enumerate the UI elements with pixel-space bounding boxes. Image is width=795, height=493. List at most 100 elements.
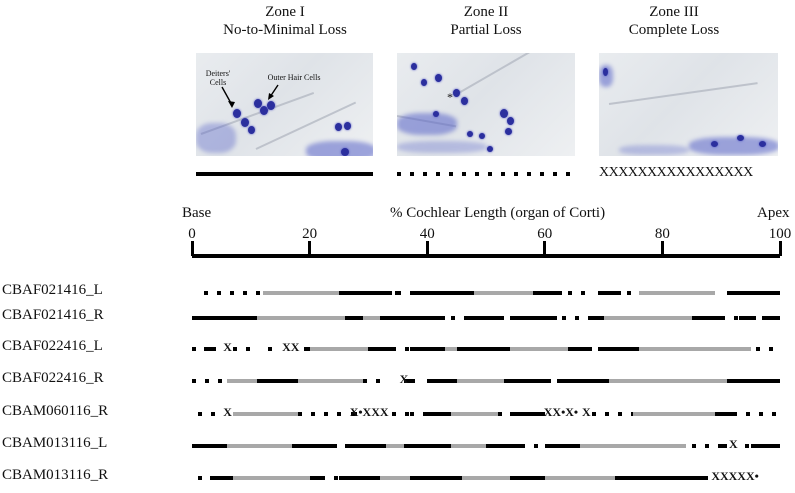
sample-label: CBAM013116_L [2, 435, 108, 451]
axis-tick-label: 40 [419, 226, 435, 242]
zone-2-segment [256, 316, 345, 320]
zone-2-dot [497, 412, 502, 416]
zone-1-segment [394, 291, 401, 295]
deiters-cells-label: Deiters' Cells [205, 69, 231, 87]
zone-2-dot [691, 444, 696, 448]
zone-1-title: Zone I No-to-Minimal Loss [185, 3, 385, 39]
zone-1-segment [762, 316, 780, 320]
zone-2-dot [297, 412, 302, 416]
legend-dot [397, 172, 401, 176]
zone-2-dot [362, 379, 367, 383]
zone-2-dot [391, 412, 396, 416]
sample-track: X X•XXX XX•X• X [192, 406, 780, 418]
zone-2-title: Zone II Partial Loss [386, 3, 586, 39]
zone-2-segment [297, 379, 363, 383]
zone-1-segment [503, 379, 551, 383]
legend-dot [436, 172, 440, 176]
zone-3-marker: X [399, 372, 409, 386]
zone-1-segment [403, 444, 451, 448]
zone-1-segment [509, 476, 545, 480]
zone-2-dot [268, 347, 273, 351]
zone-2-dot [197, 476, 202, 480]
zone-1-segment [509, 316, 557, 320]
legend-dot [527, 172, 531, 176]
zone-2-dot [336, 412, 341, 416]
sample-label: CBAF022416_R [2, 370, 104, 386]
zone-2-dot [604, 412, 609, 416]
sample-track [192, 316, 780, 320]
zone-2-dot [630, 412, 635, 416]
zone-2-dot [591, 412, 596, 416]
zone-2-dot [521, 444, 526, 448]
zone-2-dot [321, 476, 326, 480]
legend-dot [501, 172, 505, 176]
zone-3-marker: X•XXX [349, 405, 389, 419]
zone-2-segment [386, 444, 404, 448]
zone-2-dot [534, 444, 539, 448]
axis-tick [778, 241, 782, 256]
sample-track: X [192, 373, 780, 385]
zone-2-dot [404, 347, 409, 351]
zone-1-segment [556, 379, 610, 383]
sample-track [192, 291, 780, 295]
zone-2-subtitle: Partial Loss [450, 22, 522, 38]
zone-2-segment [609, 379, 728, 383]
axis-line [192, 254, 780, 258]
zone-2-segment [462, 476, 510, 480]
zone-3-subtitle: Complete Loss [628, 22, 720, 38]
legend-dot [475, 172, 479, 176]
zone-3-title: Zone III Complete Loss [574, 3, 774, 39]
zone-2-dot [242, 291, 247, 295]
axis-tick-label: 0 [188, 226, 196, 242]
zone-2-name: Zone II [463, 4, 509, 20]
axis-tick [425, 241, 429, 256]
zone-1-segment [727, 379, 780, 383]
zone-1-segment [727, 291, 780, 295]
zone-1-segment [309, 476, 322, 480]
zone-3-marker: X [728, 437, 738, 451]
zone-1-segment [409, 291, 475, 295]
zone-3-marker: XX•X• [543, 405, 579, 419]
zone-2-dot [216, 291, 221, 295]
zone-2-dot [703, 476, 708, 480]
zone-1-segment [533, 291, 563, 295]
axis-base-label: Base [182, 205, 212, 221]
zone-2-dot [334, 476, 339, 480]
zone-1-segment [209, 476, 234, 480]
legend-dot [423, 172, 427, 176]
zone-1-segment [344, 444, 387, 448]
zone-2-dot [192, 347, 196, 351]
zone-1-segment [591, 316, 604, 320]
zone-2-dot [575, 316, 580, 320]
legend-dot [540, 172, 544, 176]
zone-1-micrograph: Deiters' Cells Outer Hair Cells [196, 53, 373, 156]
asterisk-label: * [447, 90, 453, 104]
zone-3-marker: X [223, 340, 232, 354]
axis-apex-label: Apex [757, 205, 790, 221]
zone-2-segment [309, 347, 369, 351]
zone-2-dot [721, 316, 726, 320]
zone-1-segment [597, 347, 639, 351]
zone-2-segment [580, 444, 686, 448]
legend-dot [488, 172, 492, 176]
zone-2-dot [375, 379, 380, 383]
zone-2-segment [456, 379, 504, 383]
zone-1-segment [615, 476, 704, 480]
zone-2-dot [450, 316, 455, 320]
zone-3-name: Zone III [649, 4, 699, 20]
sample-label: CBAM013116_R [2, 467, 109, 483]
legend-dot [553, 172, 557, 176]
zone-2-dot [734, 316, 739, 320]
zone-1-segment [750, 444, 780, 448]
legend-dot [566, 172, 570, 176]
zone-2-segment [633, 412, 716, 416]
sample-track: X XX [192, 341, 780, 353]
sample-label: CBAF022416_L [2, 338, 103, 354]
zone-1-subtitle: No-to-Minimal Loss [223, 22, 347, 38]
zone-1-segment [409, 476, 463, 480]
zone-2-dot [463, 316, 468, 320]
zone-1-segment [380, 316, 445, 320]
zone-2-dot [744, 444, 749, 448]
zone-2-segment [227, 379, 257, 383]
zone-1-segment [350, 412, 357, 416]
